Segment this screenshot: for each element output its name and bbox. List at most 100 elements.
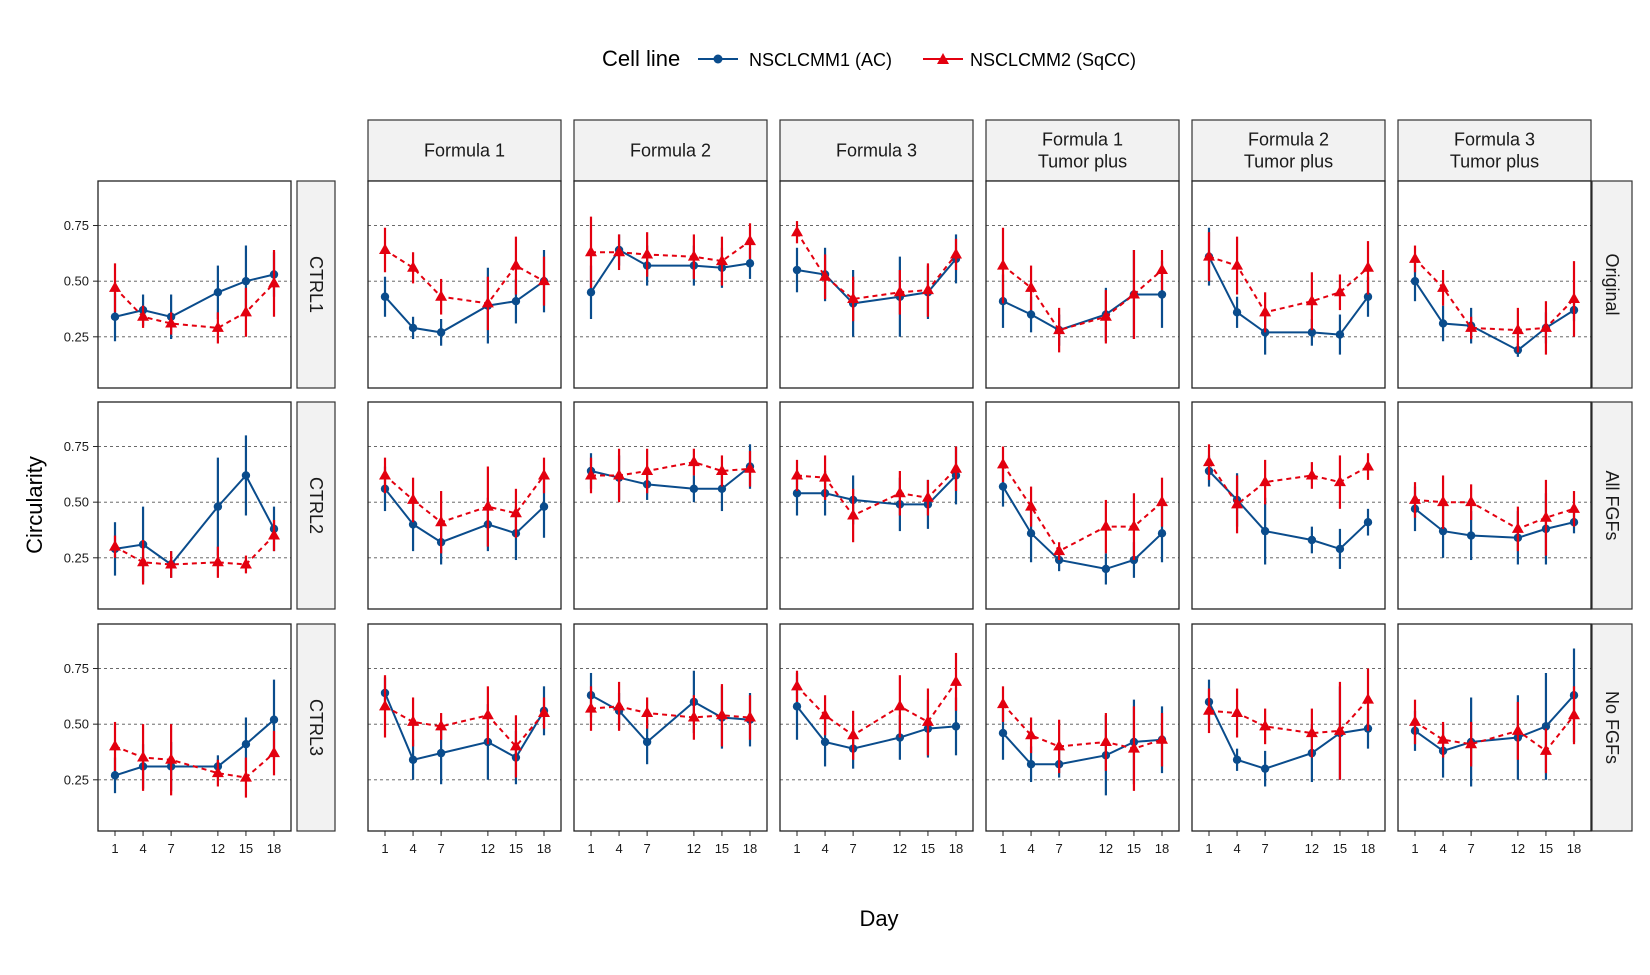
data-point [137, 751, 150, 762]
data-point [715, 464, 728, 475]
data-point [379, 243, 391, 254]
panel-border [573, 623, 768, 832]
data-point [1260, 764, 1270, 773]
data-point [1156, 495, 1168, 507]
row-strip-label: Original [1602, 253, 1622, 315]
data-point [1541, 722, 1551, 731]
data-point [1438, 319, 1448, 328]
data-point [744, 234, 756, 246]
x-tick-label: 7 [644, 841, 651, 856]
panel-background [98, 181, 291, 388]
panel-border [97, 401, 292, 610]
data-point [408, 323, 418, 333]
data-point [1511, 724, 1524, 735]
x-tick-label: 15 [715, 841, 729, 856]
data-point [791, 225, 803, 237]
panel-border [367, 623, 562, 832]
data-point [1465, 321, 1478, 332]
data-point [211, 555, 224, 567]
data-point [1362, 261, 1374, 272]
data-point [511, 296, 521, 306]
series-line [1002, 486, 1163, 570]
series-line [114, 473, 275, 566]
data-point [268, 276, 280, 288]
data-point [165, 753, 178, 764]
panel-background [986, 181, 1179, 388]
row-strip [1591, 401, 1633, 610]
panel-background [574, 402, 767, 609]
data-point [509, 739, 522, 751]
data-point [791, 468, 803, 480]
data-point [1363, 517, 1373, 527]
data-point [1259, 305, 1272, 317]
data-point [1335, 544, 1345, 554]
data-point [241, 739, 251, 749]
data-point [687, 710, 700, 722]
series-line [384, 488, 545, 544]
panel-background [574, 624, 767, 831]
x-tick-label: 4 [139, 841, 146, 856]
data-point [1259, 475, 1272, 487]
panel [1397, 401, 1592, 610]
data-point [997, 697, 1009, 709]
data-point [951, 722, 961, 731]
data-point [744, 710, 756, 722]
data-point [211, 766, 224, 778]
x-tick-label: 12 [481, 841, 495, 856]
series-line [796, 468, 957, 517]
data-point [110, 312, 120, 321]
x-tick-label: 1 [793, 841, 800, 856]
data-point [1409, 715, 1421, 726]
data-point [847, 509, 860, 520]
panel [779, 401, 974, 610]
x-tick-label: 15 [1127, 841, 1141, 856]
panel-border [367, 401, 562, 610]
data-point [950, 462, 962, 473]
data-point [1025, 500, 1038, 511]
series-line [1002, 264, 1163, 332]
data-point [1157, 290, 1167, 299]
data-point [1231, 706, 1244, 718]
data-point [1025, 728, 1038, 740]
panel-border [97, 623, 292, 832]
panel-border [1397, 623, 1592, 832]
series-line [590, 705, 751, 719]
series-line [1002, 732, 1163, 766]
data-point [641, 706, 654, 718]
data-point [1362, 693, 1374, 704]
panel [1191, 401, 1386, 610]
data-point [1437, 733, 1450, 744]
panel [985, 401, 1180, 610]
series-line [796, 705, 957, 750]
data-point [921, 491, 934, 502]
panel [1191, 180, 1386, 389]
data-point [1156, 733, 1168, 744]
data-point [1127, 288, 1140, 299]
data-point [819, 708, 832, 720]
data-point [538, 468, 550, 480]
legend-title: Cell line [602, 46, 680, 71]
column-strip-label: Formula 3 Tumor plus [1450, 130, 1539, 172]
column-strip-label: Formula 1 [424, 141, 505, 161]
panel-border [1191, 623, 1386, 832]
x-tick-label: 1 [587, 841, 594, 856]
x-tick-label: 18 [1155, 841, 1169, 856]
data-point [408, 520, 418, 529]
control-strip-label: CTRL3 [306, 699, 326, 756]
series-line [1208, 699, 1369, 735]
data-point [239, 557, 252, 569]
x-tick-label: 4 [409, 841, 416, 856]
data-point [109, 540, 121, 551]
data-point [1305, 294, 1318, 306]
series-line [114, 273, 275, 318]
data-point [213, 288, 223, 297]
panel-background [1398, 402, 1591, 609]
data-point [481, 500, 494, 511]
x-axis-title: Day [859, 906, 898, 931]
strip-label-line: Tumor plus [1244, 152, 1333, 172]
series-line [796, 681, 957, 737]
x-tick-label: 18 [1361, 841, 1375, 856]
data-point [1026, 310, 1036, 319]
y-axis-title: Circularity [22, 456, 47, 554]
panel [1397, 180, 1592, 389]
